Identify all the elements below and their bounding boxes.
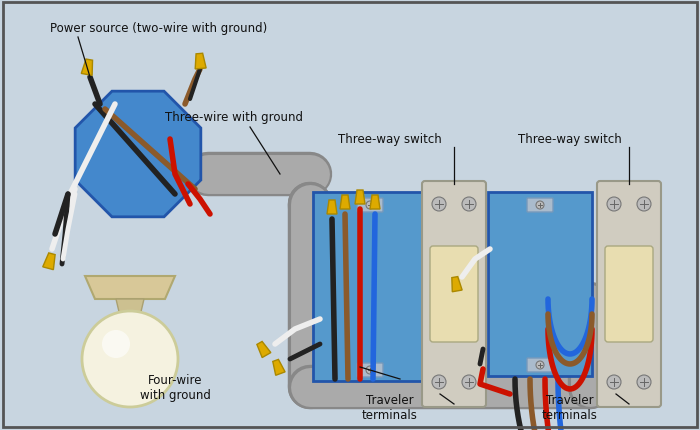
Circle shape [574,371,606,403]
FancyBboxPatch shape [527,199,553,212]
Text: Power source (two-wire with ground): Power source (two-wire with ground) [50,22,267,34]
Polygon shape [75,92,201,217]
Text: Three-way switch: Three-way switch [518,133,622,146]
Circle shape [462,197,476,212]
Polygon shape [257,342,271,358]
Text: Four-wire
with ground: Four-wire with ground [140,373,211,401]
Circle shape [432,197,446,212]
Polygon shape [452,277,462,292]
Circle shape [637,375,651,389]
Circle shape [102,330,130,358]
Circle shape [296,373,324,401]
Polygon shape [370,196,380,209]
Text: Traveler
terminals: Traveler terminals [362,393,418,421]
Circle shape [366,202,374,209]
Polygon shape [327,200,337,215]
Text: Three-way switch: Three-way switch [338,133,442,146]
Polygon shape [195,54,206,70]
Circle shape [536,361,544,369]
Circle shape [576,373,604,401]
Polygon shape [85,276,175,299]
Polygon shape [340,196,350,209]
Polygon shape [273,359,285,375]
Polygon shape [355,190,365,205]
FancyBboxPatch shape [313,193,427,381]
Circle shape [607,375,621,389]
Circle shape [637,197,651,212]
Circle shape [607,197,621,212]
Text: Traveler
terminals: Traveler terminals [542,393,598,421]
Text: Three-wire with ground: Three-wire with ground [165,111,303,124]
Polygon shape [43,253,55,270]
Circle shape [366,366,374,374]
Circle shape [462,375,476,389]
FancyBboxPatch shape [597,181,661,407]
Circle shape [432,375,446,389]
FancyBboxPatch shape [488,193,592,376]
Circle shape [294,371,326,403]
Circle shape [82,311,178,407]
FancyBboxPatch shape [605,246,653,342]
FancyBboxPatch shape [430,246,478,342]
FancyBboxPatch shape [422,181,486,407]
FancyBboxPatch shape [357,199,383,212]
FancyBboxPatch shape [527,358,553,372]
FancyBboxPatch shape [357,363,383,377]
Polygon shape [116,299,144,316]
Circle shape [536,202,544,209]
Polygon shape [81,60,92,76]
